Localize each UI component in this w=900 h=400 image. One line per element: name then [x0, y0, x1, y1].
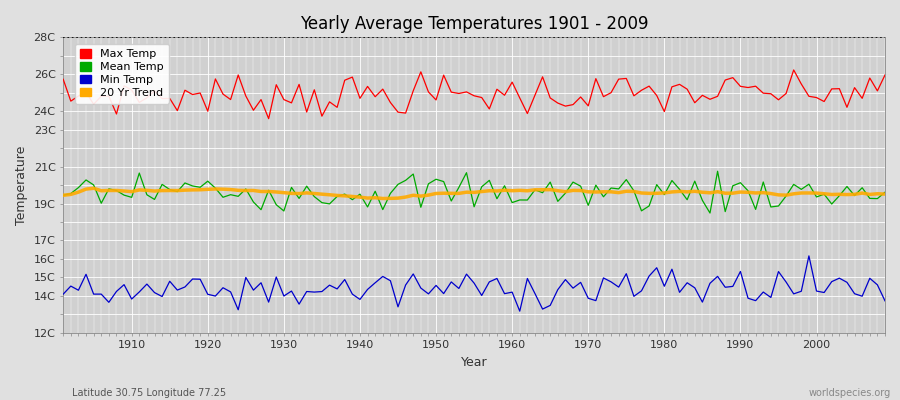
Y-axis label: Temperature: Temperature [15, 145, 28, 225]
Legend: Max Temp, Mean Temp, Min Temp, 20 Yr Trend: Max Temp, Mean Temp, Min Temp, 20 Yr Tre… [75, 44, 169, 104]
Title: Yearly Average Temperatures 1901 - 2009: Yearly Average Temperatures 1901 - 2009 [300, 15, 648, 33]
Text: worldspecies.org: worldspecies.org [809, 388, 891, 398]
Text: Latitude 30.75 Longitude 77.25: Latitude 30.75 Longitude 77.25 [72, 388, 226, 398]
X-axis label: Year: Year [461, 356, 488, 369]
